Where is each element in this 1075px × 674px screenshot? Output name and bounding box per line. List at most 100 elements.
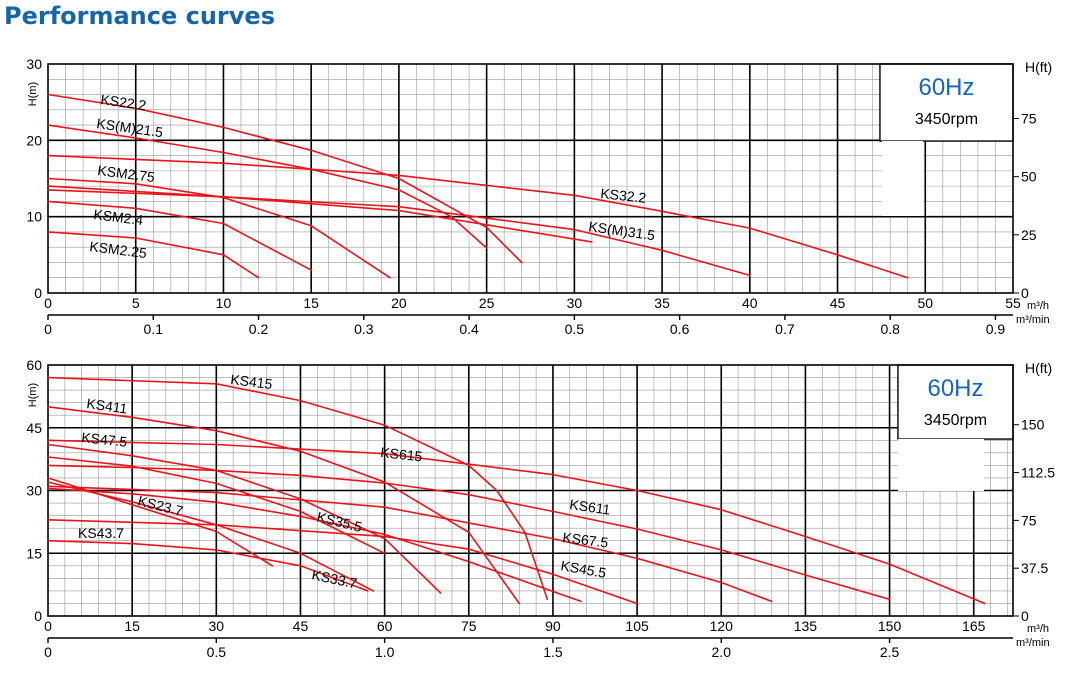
x-tick-label: 40 [742, 295, 758, 311]
x-tick-label: 5 [132, 295, 140, 311]
curve-labels: KS22.2KS(M)21.5KSM2.75KSM2.4KSM2.25KS32.… [89, 91, 657, 261]
y-tick-label: 15 [26, 545, 42, 561]
y-tick-label: 20 [26, 132, 42, 148]
x-tick-label: 150 [878, 618, 902, 634]
y2-tick-label: 150 [1021, 417, 1045, 433]
y-tick-label: 30 [26, 56, 42, 72]
x-tick-label: 45 [293, 618, 309, 634]
curve-ks33-7 [47, 481, 375, 592]
plot-frame [47, 63, 1014, 294]
y2-axis-label: H(ft) [1025, 360, 1052, 376]
chart-bottom: 60Hz3450rpmKS415KS411KS47.5KS615KS23.7KS… [26, 357, 1055, 660]
curve-ks615 [47, 439, 986, 605]
x-tick-label: 135 [794, 618, 818, 634]
x2-tick-label: 2.5 [880, 644, 900, 660]
y2-tick-label: 0 [1021, 285, 1029, 301]
curve-label: KS611 [569, 496, 612, 518]
x-tick-label: 45 [830, 295, 846, 311]
x2-tick-label: 1.5 [543, 644, 563, 660]
x2-tick-label: 0 [44, 321, 52, 337]
curve-label: KSM2.4 [93, 206, 145, 228]
curve-labels: KS415KS411KS47.5KS615KS23.7KS35.5KS43.7K… [78, 371, 612, 591]
grid [47, 63, 1014, 294]
legend-gap-top [898, 439, 984, 491]
y2-tick-label: 0 [1021, 608, 1029, 624]
x2-tick-label: 0.5 [207, 644, 227, 660]
x2-tick-label: 0.4 [459, 321, 479, 337]
curve-label: KSM2.75 [97, 162, 156, 185]
x-tick-label: 60 [377, 618, 393, 634]
rpm-label: 3450rpm [915, 111, 978, 128]
x-tick-label: 0 [44, 618, 52, 634]
x-tick-label: 75 [461, 618, 477, 634]
curve-label: KS411 [86, 395, 129, 417]
x-tick-label: 165 [962, 618, 986, 634]
curve-label: KS43.7 [78, 525, 124, 541]
curve-label: KS45.5 [559, 557, 607, 581]
curve-ksm2-75 [47, 177, 391, 279]
y-tick-label: 30 [26, 483, 42, 499]
x2-tick-label: 0.6 [670, 321, 690, 337]
curve-label: KS(M)31.5 [588, 218, 657, 243]
x-unit-bottom: m³/min [1016, 314, 1050, 326]
legend-box-top [879, 63, 1014, 142]
curve-ks67-5 [47, 485, 773, 603]
y2-tick-label: 75 [1021, 512, 1037, 528]
x2-tick-label: 0.2 [249, 321, 269, 337]
curve-ks43-7 [47, 539, 369, 592]
curve-ks415 [47, 376, 549, 601]
x-tick-label: 55 [1005, 295, 1021, 311]
curve-ksm2-4 [47, 200, 312, 271]
curve-ks411 [47, 406, 521, 605]
curve-label: KS415 [230, 371, 274, 392]
curve-ks35-5 [47, 487, 582, 603]
x-tick-label: 50 [917, 295, 933, 311]
y2-tick-label: 75 [1021, 111, 1037, 127]
curve-label: KS615 [380, 444, 424, 464]
x2-tick-label: 0 [44, 644, 52, 660]
y2-tick-label: 37.5 [1021, 560, 1048, 576]
x2-tick-label: 0.5 [565, 321, 585, 337]
y-axis-label: H(m) [27, 383, 39, 407]
x-tick-label: 30 [567, 295, 583, 311]
curve-label: KS67.5 [562, 529, 610, 551]
plot-frame [47, 364, 1014, 617]
x-tick-label: 105 [625, 618, 649, 634]
x2-tick-label: 1.0 [375, 644, 395, 660]
y-tick-label: 45 [26, 420, 42, 436]
x2-tick-label: 2.0 [712, 644, 732, 660]
curve-label: KS22.2 [100, 91, 148, 113]
legend-gap-top [882, 141, 923, 216]
curve-ks611 [47, 464, 891, 601]
curve-label: KS33.7 [310, 566, 358, 591]
x-unit-top: m³/h [1027, 300, 1049, 312]
grid [47, 364, 1013, 617]
curves [47, 93, 909, 279]
x-tick-label: 20 [391, 295, 407, 311]
curve-label: KS47.5 [81, 429, 129, 450]
x-tick-label: 10 [216, 295, 232, 311]
x-tick-label: 30 [209, 618, 225, 634]
chart-top: 60Hz3450rpmKS22.2KS(M)21.5KSM2.75KSM2.4K… [26, 56, 1052, 337]
frequency-label: 60Hz [927, 375, 983, 402]
y2-tick-label: 25 [1021, 227, 1037, 243]
curve-label: KSM2.25 [89, 238, 148, 261]
y-tick-label: 10 [26, 209, 42, 225]
y2-tick-label: 112.5 [1021, 465, 1055, 481]
curve-unlabeled-11 [47, 456, 386, 555]
curve-ks22-2 [47, 93, 523, 264]
x-tick-label: 0 [44, 295, 52, 311]
y-tick-label: 0 [34, 608, 42, 624]
curve-ks47-5 [47, 443, 442, 594]
frequency-label: 60Hz [918, 74, 974, 101]
y2-tick-label: 50 [1021, 169, 1037, 185]
y-tick-label: 60 [26, 357, 42, 373]
x-tick-label: 15 [124, 618, 140, 634]
rpm-label: 3450rpm [924, 412, 987, 429]
y-tick-label: 0 [34, 285, 42, 301]
y2-axis-label: H(ft) [1025, 59, 1052, 75]
curve-ks32-2 [47, 154, 909, 279]
x-tick-label: 120 [710, 618, 734, 634]
x-unit-top: m³/h [1027, 623, 1049, 635]
